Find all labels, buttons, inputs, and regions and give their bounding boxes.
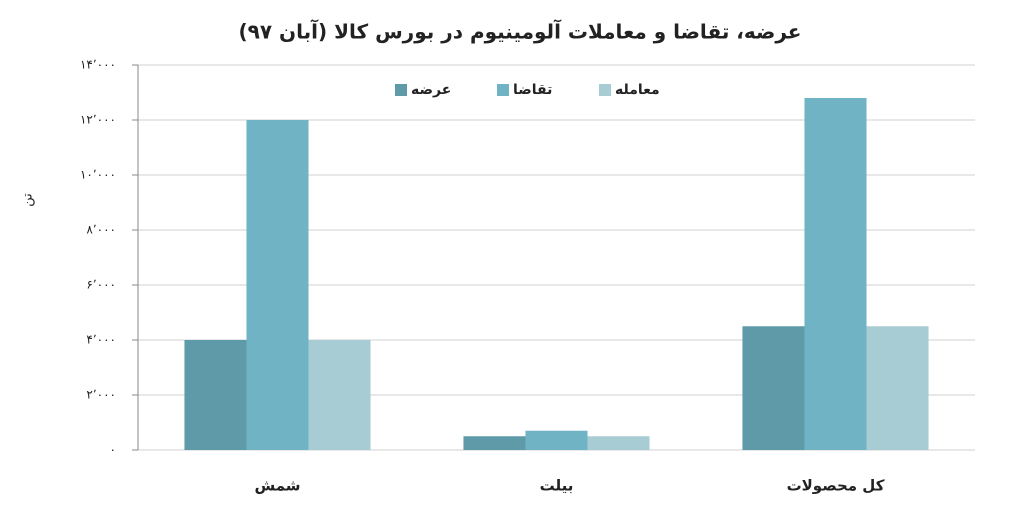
y-tick-label: ۴٬۰۰۰ (86, 333, 116, 347)
x-tick-label: بیلت (540, 477, 574, 495)
y-tick-label: ۱۰٬۰۰۰ (80, 168, 116, 182)
bar (184, 340, 247, 450)
x-tick-label: شمش (254, 477, 300, 495)
legend-label: عرضه (411, 82, 451, 98)
y-tick-label: ۰ (110, 443, 116, 457)
y-tick-label: ۱۲٬۰۰۰ (80, 113, 116, 127)
chart-title: عرضه، تقاضا و معاملات آلومینیوم در بورس … (239, 19, 802, 44)
bar (463, 436, 526, 450)
bar (866, 326, 929, 450)
legend-label: معامله (615, 82, 660, 98)
y-tick-label: ۸٬۰۰۰ (86, 223, 116, 237)
legend-swatch (599, 84, 611, 96)
bar (525, 430, 588, 450)
legend-swatch (395, 84, 407, 96)
y-axis-label: تن (21, 193, 36, 207)
y-tick-label: ۲٬۰۰۰ (86, 388, 116, 402)
bar (308, 340, 371, 450)
bar (246, 120, 309, 450)
bar (742, 326, 805, 450)
y-tick-label: ۱۴٬۰۰۰ (80, 58, 116, 72)
bar (804, 98, 867, 450)
y-tick-label: ۶٬۰۰۰ (86, 278, 116, 292)
x-tick-label: کل محصولات (787, 477, 885, 495)
bar (587, 436, 650, 450)
legend-swatch (497, 84, 509, 96)
legend-label: تقاضا (513, 82, 552, 98)
